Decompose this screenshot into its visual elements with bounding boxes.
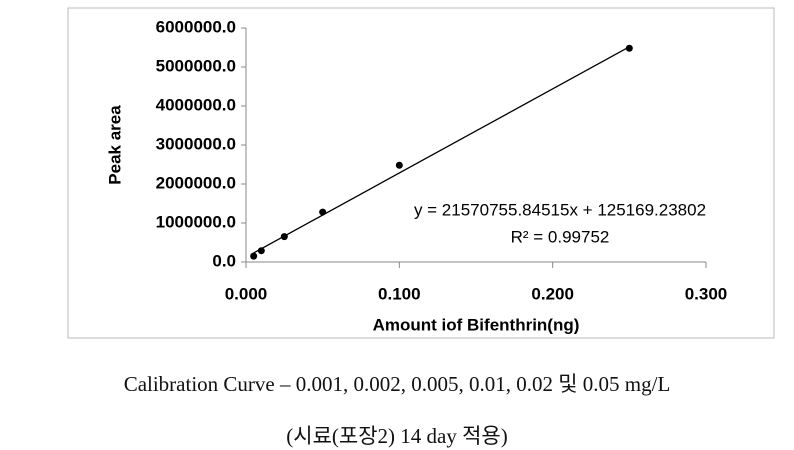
- point: [250, 252, 258, 260]
- point: [257, 247, 265, 255]
- trendline: [253, 46, 630, 254]
- x-tick-label: 0.300: [685, 284, 728, 303]
- chart-frame: [67, 7, 775, 339]
- y-tick-label: 4000000.0: [156, 95, 236, 114]
- y-tick-label: 1000000.0: [156, 212, 236, 231]
- point: [395, 161, 403, 169]
- y-axis-title: Peak area: [105, 105, 124, 185]
- y-tick-label: 3000000.0: [156, 134, 236, 153]
- y-tick-label: 5000000.0: [156, 56, 236, 75]
- point: [280, 233, 288, 241]
- r-squared: R² = 0.99752: [511, 227, 610, 246]
- caption-line: Calibration Curve – 0.001, 0.002, 0.005,…: [123, 372, 671, 396]
- x-tick-label: 0.200: [531, 284, 574, 303]
- equation: y = 21570755.84515x + 125169.23802: [414, 200, 706, 219]
- x-axis-title: Amount iof Bifenthrin(ng): [373, 315, 580, 334]
- point: [625, 44, 633, 52]
- x-tick-label: 0.100: [378, 284, 421, 303]
- y-tick-label: 2000000.0: [156, 173, 236, 192]
- y-tick-label: 6000000.0: [156, 17, 236, 36]
- y-tick-label: 0.0: [212, 251, 236, 270]
- point: [319, 208, 327, 216]
- caption-line: (시료(포장2) 14 day 적용): [286, 424, 508, 448]
- chart: Amount iof Bifenthrin(ng) Peak area y = …: [67, 7, 775, 339]
- x-tick-label: 0.000: [225, 284, 268, 303]
